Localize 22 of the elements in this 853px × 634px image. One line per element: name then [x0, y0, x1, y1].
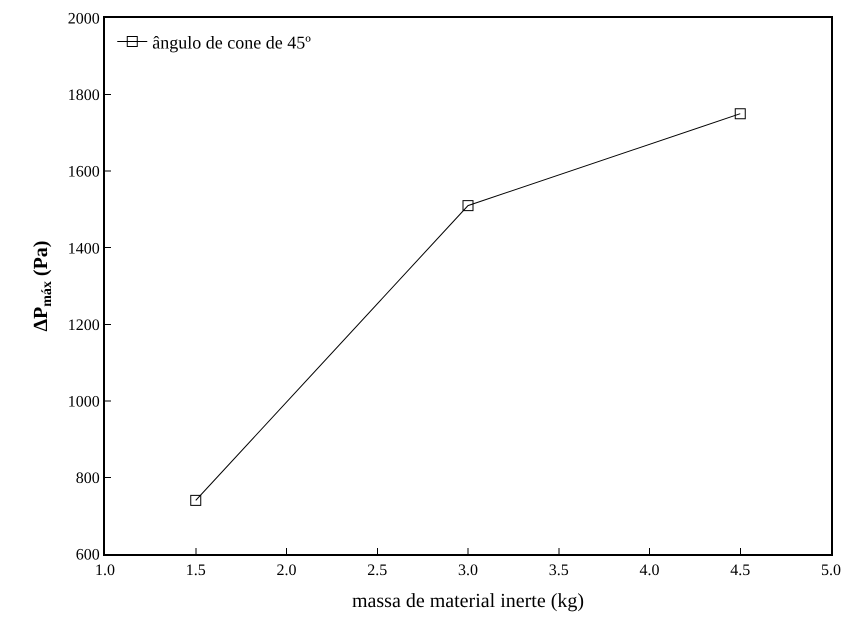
y-tick-label: 2000 [68, 10, 100, 28]
x-tick-label: 3.0 [458, 562, 478, 580]
x-tick-label: 4.0 [640, 562, 660, 580]
y-tick-label: 800 [76, 470, 100, 488]
x-axis-title: massa de material inerte (kg) [352, 590, 584, 612]
y-tick-label: 1200 [68, 316, 100, 334]
x-tick-label: 3.5 [548, 562, 569, 580]
x-tick-label: 5.0 [821, 562, 841, 580]
x-tick-label: 1.0 [95, 562, 115, 580]
legend-label: ângulo de cone de 45º [152, 32, 312, 53]
x-tick-label: 2.0 [276, 562, 296, 580]
y-tick-label: 600 [76, 546, 100, 564]
point [734, 108, 746, 120]
y-tick-label: 1600 [68, 164, 100, 181]
y-tick-label: 1800 [68, 87, 100, 104]
x-tick-label: 1.5 [186, 562, 206, 580]
y-tick-label: 1400 [68, 240, 100, 258]
y-tick-label: 1000 [68, 393, 100, 410]
point [462, 200, 474, 212]
x-tick-label: 4.5 [730, 562, 750, 580]
x-tick-label: 2.5 [367, 562, 388, 580]
point [190, 494, 202, 506]
